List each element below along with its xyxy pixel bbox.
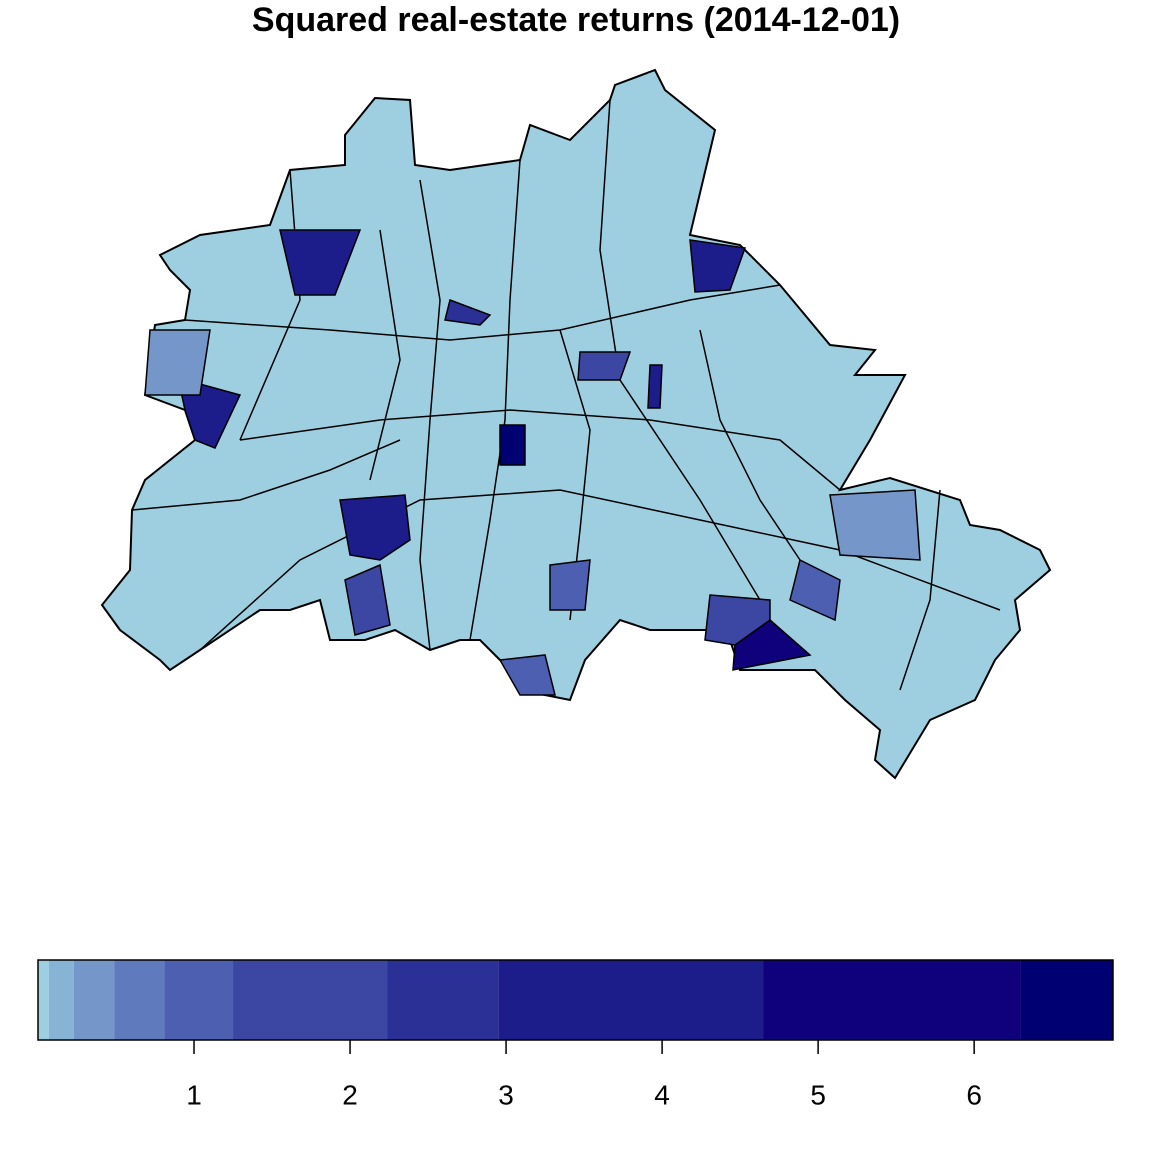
district — [577, 351, 632, 381]
district — [144, 329, 211, 396]
city-outline — [100, 68, 1052, 780]
legend-swatch — [1020, 960, 1113, 1040]
legend-swatch — [233, 960, 388, 1040]
district — [647, 364, 663, 409]
title: Squared real-estate returns (2014-12-01) — [252, 1, 900, 39]
district — [339, 494, 411, 561]
berlin-map — [100, 68, 1052, 780]
district — [689, 239, 747, 293]
legend-swatch — [48, 960, 74, 1040]
legend-swatch — [387, 960, 499, 1040]
district — [549, 559, 591, 611]
tick-label: 1 — [186, 1079, 202, 1110]
district — [829, 489, 921, 561]
tick-label: 4 — [654, 1079, 670, 1110]
district — [789, 558, 841, 622]
tick-label: 3 — [498, 1079, 514, 1110]
district — [279, 229, 362, 296]
legend-swatch — [73, 960, 115, 1040]
district — [704, 594, 771, 646]
district — [498, 654, 556, 696]
tick-label: 6 — [966, 1079, 982, 1110]
district — [499, 424, 526, 466]
district — [344, 563, 391, 636]
legend-swatch — [164, 960, 234, 1040]
tick-label: 2 — [342, 1079, 358, 1110]
legend-swatch — [498, 960, 764, 1040]
legend: 1 2 3 4 5 6 — [37, 959, 1114, 1110]
district — [444, 299, 492, 326]
legend-frame — [37, 959, 1114, 1041]
tick-label: 5 — [810, 1079, 826, 1110]
legend-swatch — [38, 960, 49, 1040]
legend-swatch — [114, 960, 165, 1040]
legend-swatch — [763, 960, 1021, 1040]
